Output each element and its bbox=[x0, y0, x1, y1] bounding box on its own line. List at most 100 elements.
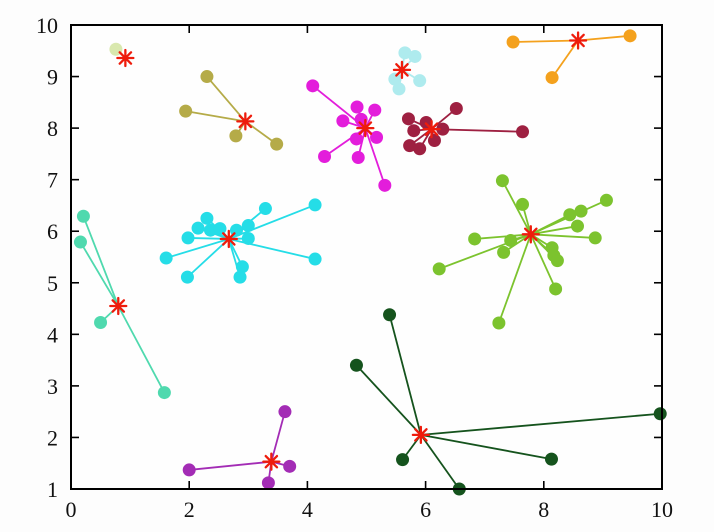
cluster-cyan-point bbox=[241, 231, 255, 245]
cluster-yellow-green-point bbox=[550, 254, 564, 268]
centroid-marker-dark-green bbox=[411, 425, 431, 445]
cluster-dark-raspberry-point bbox=[401, 112, 415, 126]
y-tick-label: 9 bbox=[47, 65, 58, 90]
cluster-magenta-point bbox=[336, 114, 350, 128]
centroid-asterisk-arm bbox=[358, 121, 373, 135]
cluster-cyan-point bbox=[308, 198, 322, 212]
cluster-purple-point bbox=[283, 459, 297, 473]
axes-frame bbox=[70, 24, 663, 490]
cluster-orange-point bbox=[623, 29, 637, 43]
cluster-pale-turquoise-point bbox=[392, 82, 406, 96]
y-tick-label: 4 bbox=[47, 322, 58, 347]
cluster-yellow-green-point bbox=[492, 316, 506, 330]
cluster-purple-point bbox=[278, 405, 292, 419]
cluster-medium-turquoise-point bbox=[73, 235, 87, 249]
y-tick-label: 5 bbox=[47, 271, 58, 296]
cluster-yellow-green-point bbox=[504, 234, 518, 248]
cluster-cyan-point bbox=[308, 252, 322, 266]
x-tick-label: 10 bbox=[651, 497, 673, 522]
cluster-dark-green-point bbox=[653, 407, 667, 421]
x-tick-label: 0 bbox=[66, 497, 77, 522]
cluster-dark-green-link bbox=[388, 314, 422, 436]
cluster-dark-raspberry-point bbox=[403, 139, 417, 153]
cluster-orange-point bbox=[545, 71, 559, 85]
cluster-dark-green-point bbox=[544, 452, 558, 466]
x-tick-label: 8 bbox=[538, 497, 549, 522]
centroid-marker-orange bbox=[568, 31, 588, 50]
cluster-cyan-link bbox=[186, 238, 230, 278]
cluster-dark-green-link bbox=[420, 412, 661, 436]
cluster-dark-khaki-point bbox=[229, 129, 243, 143]
plot-area bbox=[71, 25, 662, 489]
y-tick-label: 7 bbox=[47, 168, 58, 193]
cluster-medium-turquoise-link bbox=[79, 241, 120, 307]
cluster-cyan-point bbox=[180, 270, 194, 284]
cluster-yellow-green-point bbox=[497, 245, 511, 259]
cluster-yellow-green-point bbox=[495, 174, 509, 188]
cluster-magenta-point bbox=[368, 103, 382, 117]
cluster-dark-green-link bbox=[355, 364, 422, 436]
cluster-dark-raspberry-point bbox=[413, 142, 427, 156]
cluster-cyan-point bbox=[241, 219, 255, 233]
y-tick-label: 1 bbox=[47, 477, 58, 502]
cluster-purple-points bbox=[182, 405, 297, 490]
cluster-purple-link bbox=[189, 460, 272, 471]
centroid-marker-yellow-green bbox=[521, 225, 540, 244]
cluster-dark-khaki-link bbox=[206, 75, 247, 122]
cluster-dark-green-point bbox=[396, 453, 410, 467]
cluster-dark-green-link bbox=[420, 434, 461, 490]
cluster-yellow-green-point bbox=[432, 262, 446, 276]
cluster-cyan-link bbox=[165, 238, 230, 259]
cluster-cyan-link bbox=[228, 204, 316, 240]
centroid-marker-dark-khaki bbox=[236, 112, 255, 131]
x-tick-label: 4 bbox=[302, 497, 313, 522]
y-tick-label: 2 bbox=[47, 425, 58, 450]
cluster-dark-khaki-points bbox=[179, 70, 284, 151]
cluster-yellow-green-point bbox=[599, 193, 613, 207]
centroid-marker-magenta bbox=[356, 118, 375, 138]
cluster-purple-link bbox=[270, 411, 286, 462]
cluster-purple-point bbox=[261, 476, 275, 490]
cluster-yellow-green-link bbox=[501, 180, 532, 235]
cluster-medium-turquoise-link bbox=[82, 215, 120, 307]
cluster-orange-point bbox=[506, 35, 520, 49]
centroid-marker-dark-raspberry bbox=[422, 119, 441, 139]
cluster-medium-turquoise-point bbox=[76, 209, 90, 223]
cluster-magenta-point bbox=[318, 149, 332, 163]
centroid-asterisk-arm bbox=[414, 428, 428, 442]
cluster-magenta-point bbox=[350, 100, 364, 114]
cluster-pale-turquoise-points bbox=[388, 46, 427, 96]
y-tick-label: 8 bbox=[47, 116, 58, 141]
cluster-dark-khaki-link bbox=[185, 110, 246, 123]
cluster-dark-green-point bbox=[383, 308, 397, 322]
centroid-asterisk-arm bbox=[118, 51, 133, 65]
cluster-yellow-green-point bbox=[588, 231, 602, 245]
cluster-dark-green-points bbox=[349, 308, 667, 496]
cluster-purple-point bbox=[182, 463, 196, 477]
cluster-orange-points bbox=[506, 29, 637, 85]
centroid-marker-purple bbox=[262, 452, 281, 471]
centroid-asterisk-arm bbox=[395, 63, 409, 77]
cluster-dark-raspberry-point bbox=[407, 124, 421, 138]
cluster-medium-turquoise-point bbox=[157, 386, 171, 400]
cluster-cyan-point bbox=[159, 251, 173, 265]
cluster-magenta-link bbox=[364, 127, 386, 186]
cluster-yellow-green-point bbox=[563, 208, 577, 222]
cluster-yellow-green-point bbox=[574, 204, 588, 218]
cluster-cyan-point bbox=[235, 260, 249, 274]
cluster-dark-khaki-point bbox=[270, 137, 284, 151]
cluster-yellow-green-points bbox=[432, 174, 613, 330]
centroid-asterisk-arm bbox=[238, 114, 253, 129]
centroid-asterisk-arm bbox=[523, 227, 538, 242]
cluster-magenta-point bbox=[306, 79, 320, 93]
cluster-medium-turquoise-link bbox=[117, 305, 166, 394]
cluster-magenta-point bbox=[349, 132, 363, 146]
cluster-dark-raspberry-point bbox=[427, 133, 441, 147]
cluster-cyan-point bbox=[191, 221, 205, 235]
y-tick-label: 10 bbox=[36, 13, 58, 38]
cluster-medium-turquoise-point bbox=[94, 315, 108, 329]
centroid-asterisk-arm bbox=[424, 122, 439, 136]
centroid-asterisk-arm bbox=[111, 299, 126, 313]
